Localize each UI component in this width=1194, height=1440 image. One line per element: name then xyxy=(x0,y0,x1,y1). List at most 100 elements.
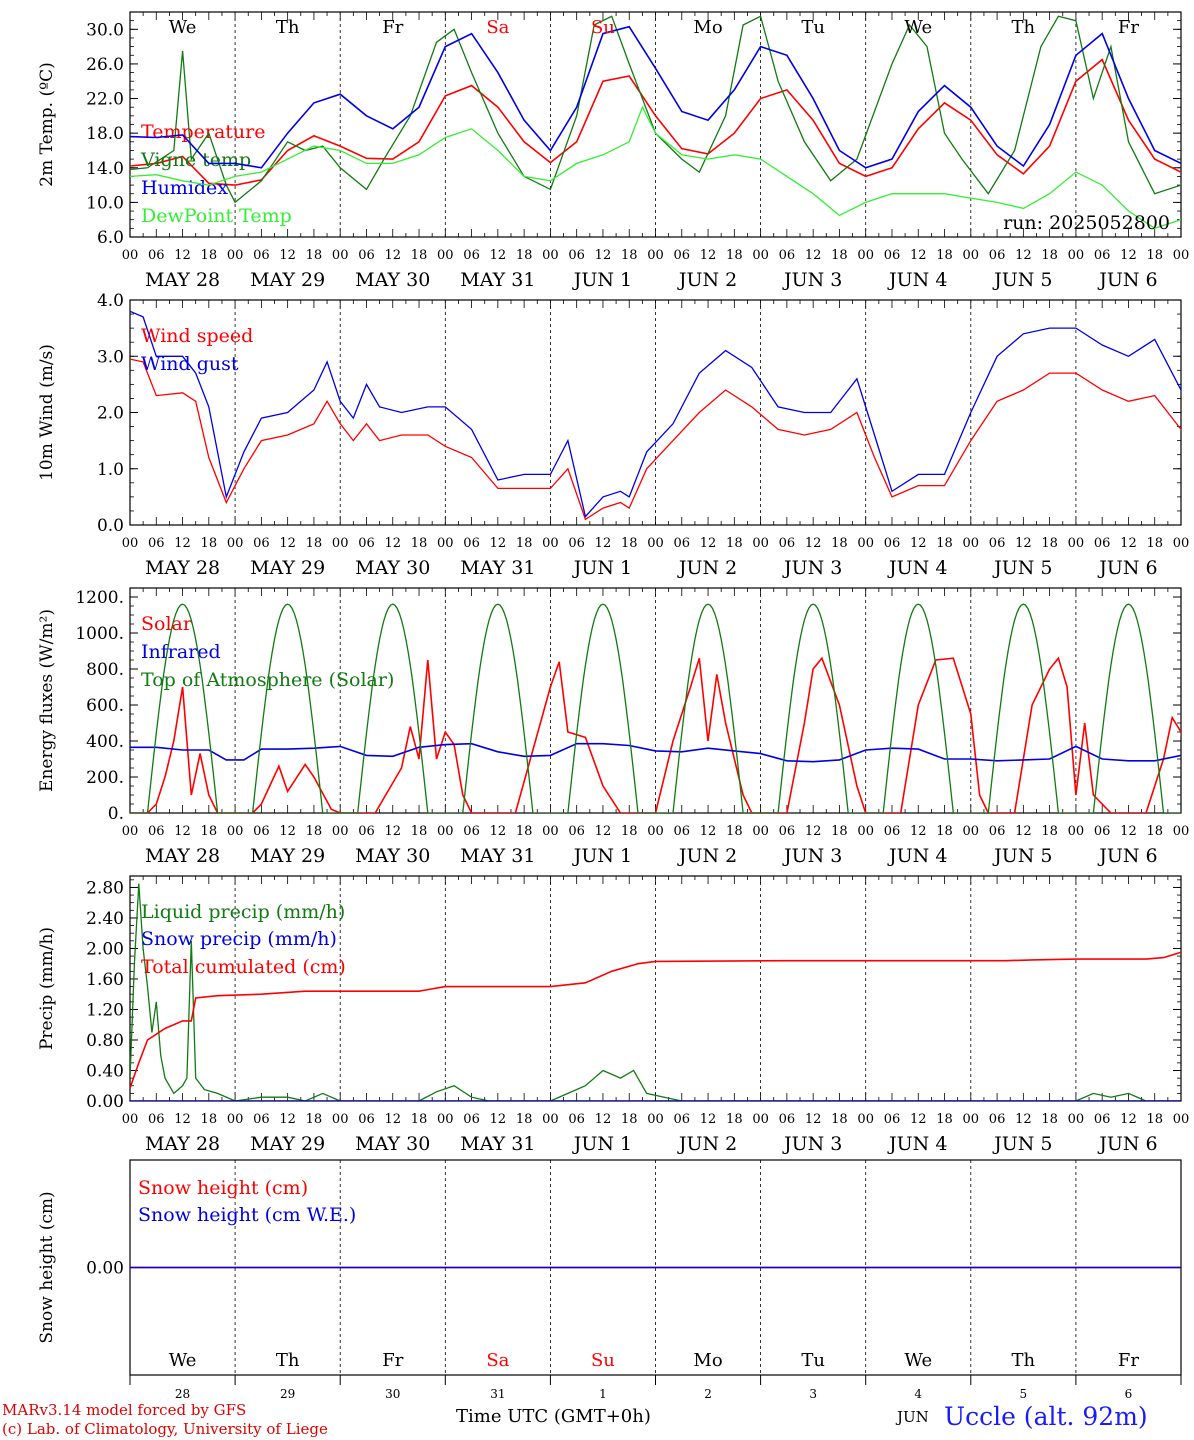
hour-label: 18 xyxy=(306,536,323,551)
legend-entry: Snow height (cm) xyxy=(138,1177,308,1199)
hour-label: 00 xyxy=(122,1112,139,1127)
weekday-label-bottom: Mo xyxy=(693,1350,722,1371)
weekday-label-top: We xyxy=(904,17,932,38)
series-line-infrared xyxy=(130,742,1181,763)
run-annotation: run: 2025052800 xyxy=(1003,212,1170,234)
y-tick-label: 200. xyxy=(86,768,124,788)
series-line-solar xyxy=(130,656,1181,813)
day-number: 29 xyxy=(280,1387,295,1401)
hour-label: 00 xyxy=(752,248,769,263)
hour-label: 18 xyxy=(411,1112,428,1127)
hour-label: 12 xyxy=(1120,536,1137,551)
day-label: JUN 2 xyxy=(677,1133,737,1155)
hour-label: 12 xyxy=(1120,1112,1137,1127)
series-line-humidex xyxy=(130,25,1181,169)
hour-label: 06 xyxy=(1094,824,1111,839)
hour-label: 00 xyxy=(1173,824,1190,839)
day-label: MAY 29 xyxy=(250,557,325,579)
panel-frame-0 xyxy=(129,11,1182,238)
hour-label: 06 xyxy=(884,536,901,551)
weekday-label-bottom: Fr xyxy=(1118,1350,1139,1371)
hour-label: 06 xyxy=(1094,536,1111,551)
hour-label: 12 xyxy=(910,248,927,263)
hour-label: 18 xyxy=(936,536,953,551)
day-label: JUN 3 xyxy=(782,557,842,579)
day-label: MAY 30 xyxy=(355,269,430,291)
hour-label: 00 xyxy=(857,248,874,263)
hour-label: 18 xyxy=(936,1112,953,1127)
day-number: 3 xyxy=(809,1387,817,1401)
weekday-label-top: We xyxy=(169,17,197,38)
day-label: MAY 31 xyxy=(460,269,535,291)
day-label: MAY 30 xyxy=(355,845,430,867)
hour-label: 00 xyxy=(1068,824,1085,839)
hour-label: 00 xyxy=(437,248,454,263)
hour-label: 06 xyxy=(358,1112,375,1127)
hour-label: 12 xyxy=(595,1112,612,1127)
hour-label: 06 xyxy=(884,248,901,263)
hour-label: 18 xyxy=(306,1112,323,1127)
y-tick-label: 1.60 xyxy=(86,970,124,990)
hour-label: 06 xyxy=(358,536,375,551)
hour-label: 12 xyxy=(700,248,717,263)
day-label: JUN 1 xyxy=(572,845,632,867)
hour-label: 18 xyxy=(831,248,848,263)
hour-label: 18 xyxy=(621,1112,638,1127)
hour-label: 12 xyxy=(279,248,296,263)
weekday-label-bottom: Th xyxy=(276,1350,300,1371)
hour-label: 12 xyxy=(279,536,296,551)
day-number: 1 xyxy=(599,1387,607,1401)
hour-label: 18 xyxy=(516,824,533,839)
hour-label: 12 xyxy=(805,824,822,839)
hour-label: 00 xyxy=(227,248,244,263)
hour-label: 06 xyxy=(989,1112,1006,1127)
hour-label: 06 xyxy=(568,536,585,551)
hour-label: 18 xyxy=(201,536,218,551)
hour-label: 06 xyxy=(253,824,270,839)
hour-label: 12 xyxy=(279,824,296,839)
model-credit: MARv3.14 model forced by GFS xyxy=(2,1401,247,1419)
y-tick-label: 1000. xyxy=(75,624,124,644)
day-label: MAY 28 xyxy=(145,557,220,579)
hour-label: 00 xyxy=(647,536,664,551)
y-tick-label: 600. xyxy=(86,696,124,716)
hour-label: 06 xyxy=(253,1112,270,1127)
hour-label: 12 xyxy=(490,248,507,263)
series-line-temperature xyxy=(130,58,1181,186)
hour-label: 00 xyxy=(542,248,559,263)
day-label: JUN 5 xyxy=(992,557,1052,579)
legend-entry: Snow precip (mm/h) xyxy=(141,928,337,950)
hour-label: 12 xyxy=(700,1112,717,1127)
y-axis-label: Precip (mm/h) xyxy=(37,927,57,1050)
day-label: MAY 31 xyxy=(460,845,535,867)
hour-label: 12 xyxy=(174,248,191,263)
weekday-label-top: Th xyxy=(1012,17,1036,38)
day-label: MAY 31 xyxy=(460,557,535,579)
hour-label: 18 xyxy=(1146,248,1163,263)
day-label: JUN 5 xyxy=(992,845,1052,867)
panel-frame-2 xyxy=(129,587,1182,814)
hour-label: 18 xyxy=(831,824,848,839)
hour-label: 06 xyxy=(253,248,270,263)
hour-label: 18 xyxy=(621,824,638,839)
hour-label: 00 xyxy=(752,824,769,839)
hour-label: 00 xyxy=(122,536,139,551)
hour-label: 18 xyxy=(1146,824,1163,839)
hour-label: 12 xyxy=(1120,248,1137,263)
hour-label: 18 xyxy=(726,248,743,263)
day-label: MAY 28 xyxy=(145,1133,220,1155)
y-tick-label: 18.0 xyxy=(86,124,124,144)
series-line-vigne-temp xyxy=(130,15,1181,204)
weekday-label-top: Tu xyxy=(801,17,825,38)
hour-label: 18 xyxy=(726,824,743,839)
hour-label: 06 xyxy=(779,248,796,263)
y-tick-label: 3.0 xyxy=(97,347,124,367)
day-number: 28 xyxy=(175,1387,190,1401)
day-label: JUN 6 xyxy=(1097,1133,1157,1155)
y-tick-label: 10.0 xyxy=(86,193,124,213)
day-label: MAY 28 xyxy=(145,845,220,867)
hour-label: 00 xyxy=(122,824,139,839)
hour-label: 12 xyxy=(279,1112,296,1127)
y-tick-label: 800. xyxy=(86,660,124,680)
day-label: JUN 2 xyxy=(677,557,737,579)
